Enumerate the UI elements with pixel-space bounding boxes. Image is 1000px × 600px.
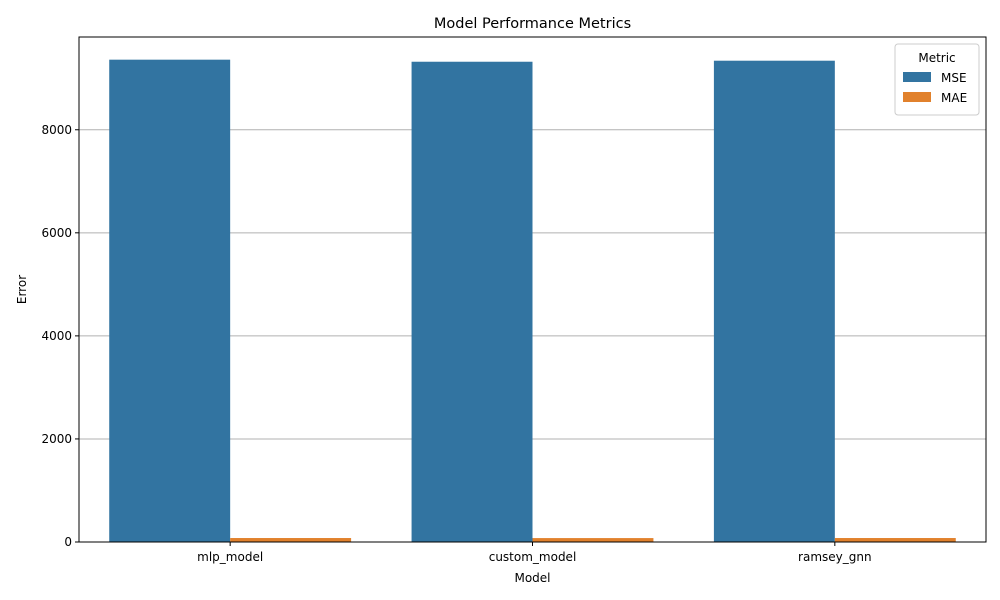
y-tick-label: 6000: [41, 226, 72, 240]
bar-mae-mlp-model: [230, 538, 352, 542]
legend-label-mae: MAE: [941, 91, 967, 105]
chart-title: Model Performance Metrics: [434, 16, 631, 32]
bar-mae-custom-model: [532, 538, 654, 542]
legend: Metric MSE MAE: [894, 43, 980, 116]
y-axis: 0 2000 4000 6000 8000: [41, 123, 79, 549]
bar-mse-mlp-model: [109, 59, 231, 543]
legend-title: Metric: [918, 51, 955, 65]
y-axis-label: Error: [15, 275, 29, 304]
x-tick-label: custom_model: [489, 550, 577, 564]
x-axis-label: Model: [514, 571, 550, 585]
bars-layer: [109, 59, 956, 543]
bar-mse-custom-model: [411, 61, 533, 543]
y-tick-label: 4000: [41, 329, 72, 343]
x-axis: mlp_model custom_model ramsey_gnn: [197, 542, 872, 564]
legend-items: MSE MAE: [903, 71, 967, 105]
y-tick-label: 8000: [41, 123, 72, 137]
y-tick-label: 2000: [41, 432, 72, 446]
y-tick-label: 0: [64, 535, 72, 549]
legend-label-mse: MSE: [941, 71, 967, 85]
bar-mse-ramsey-gnn: [713, 60, 835, 543]
legend-swatch-mae: [903, 92, 931, 102]
x-tick-label: ramsey_gnn: [798, 550, 872, 564]
x-tick-label: mlp_model: [197, 550, 263, 564]
legend-swatch-mse: [903, 72, 931, 82]
bar-mae-ramsey-gnn: [834, 538, 956, 542]
